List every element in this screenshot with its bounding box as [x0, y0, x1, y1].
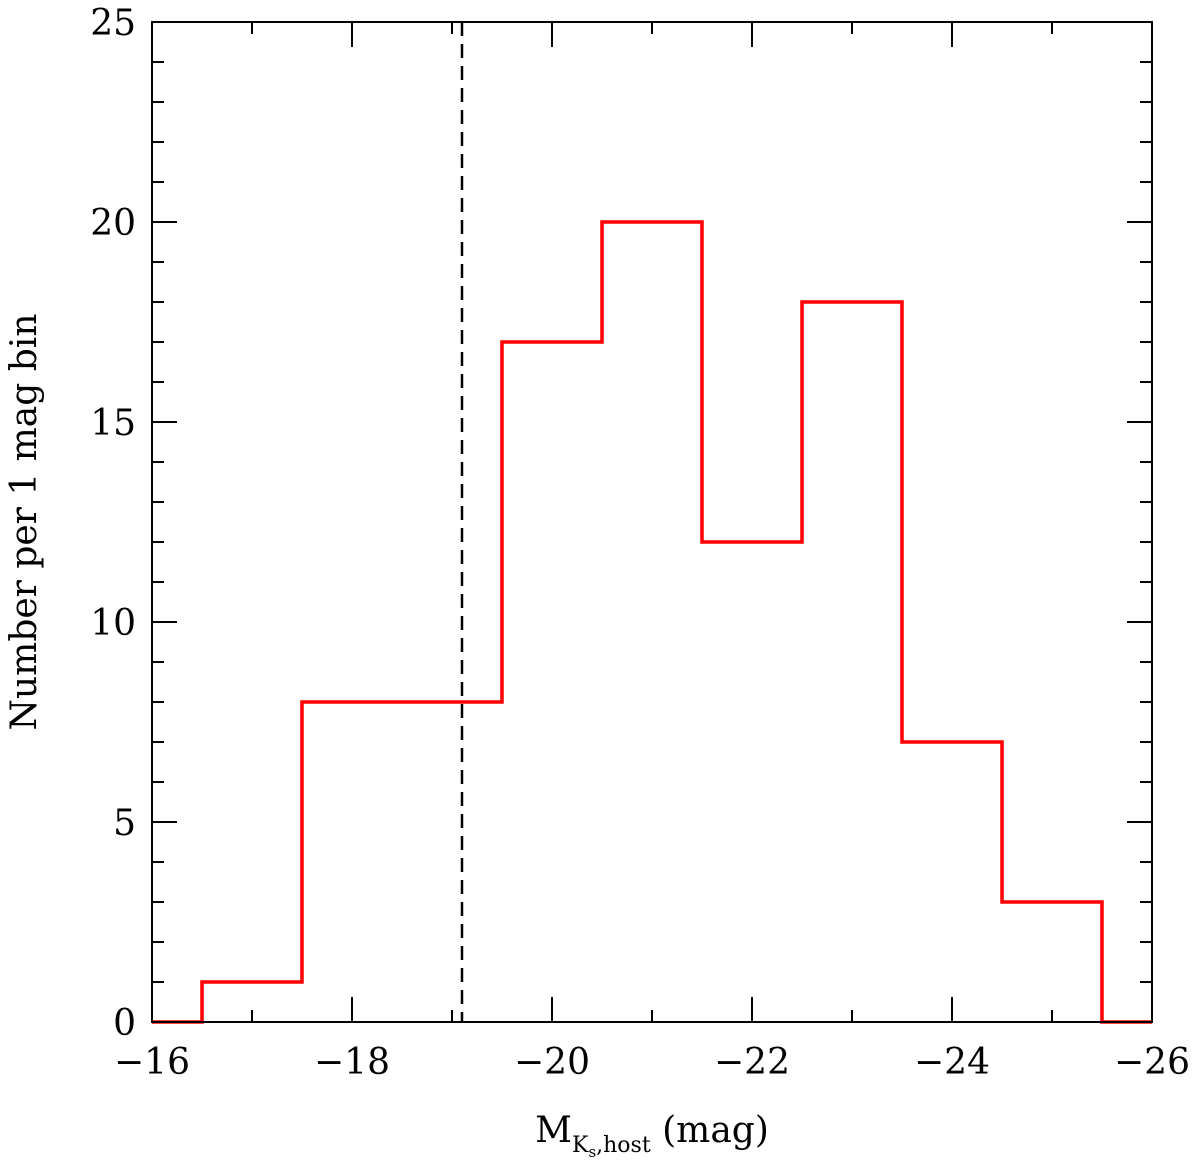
y-tick-labels: 0 5 10 15 20 25: [90, 3, 136, 1044]
x-tick-label: −20: [514, 1042, 590, 1083]
minor-ticks: [152, 22, 1152, 1022]
x-tick-labels: −16 −18 −20 −22 −24 −26: [114, 1042, 1190, 1083]
x-axis-label: MKs,host (mag): [535, 1110, 769, 1161]
x-tick-label: −24: [914, 1042, 990, 1083]
x-axis-label-sub-rest: ,host: [596, 1133, 651, 1158]
plot-frame: [151, 21, 1153, 1023]
x-tick-label: −18: [314, 1042, 390, 1083]
x-tick-label: −16: [114, 1042, 190, 1083]
y-axis-label: Number per 1 mag bin: [4, 313, 45, 730]
x-axis-label-subsub: s: [588, 1143, 596, 1161]
y-tick-label: 25: [90, 3, 136, 44]
y-tick-label: 10: [90, 603, 136, 644]
histogram-step-line: [152, 220, 1152, 1024]
y-tick-label: 20: [90, 203, 136, 244]
x-axis-label-sub: K: [572, 1133, 589, 1158]
y-tick-label: 0: [113, 1003, 136, 1044]
x-tick-label: −26: [1114, 1042, 1190, 1083]
y-tick-label: 15: [90, 403, 136, 444]
x-axis-label-unit: (mag): [651, 1110, 769, 1151]
x-tick-label: −22: [714, 1042, 790, 1083]
y-tick-label: 5: [113, 803, 136, 844]
x-axis-label-main: M: [535, 1110, 572, 1151]
